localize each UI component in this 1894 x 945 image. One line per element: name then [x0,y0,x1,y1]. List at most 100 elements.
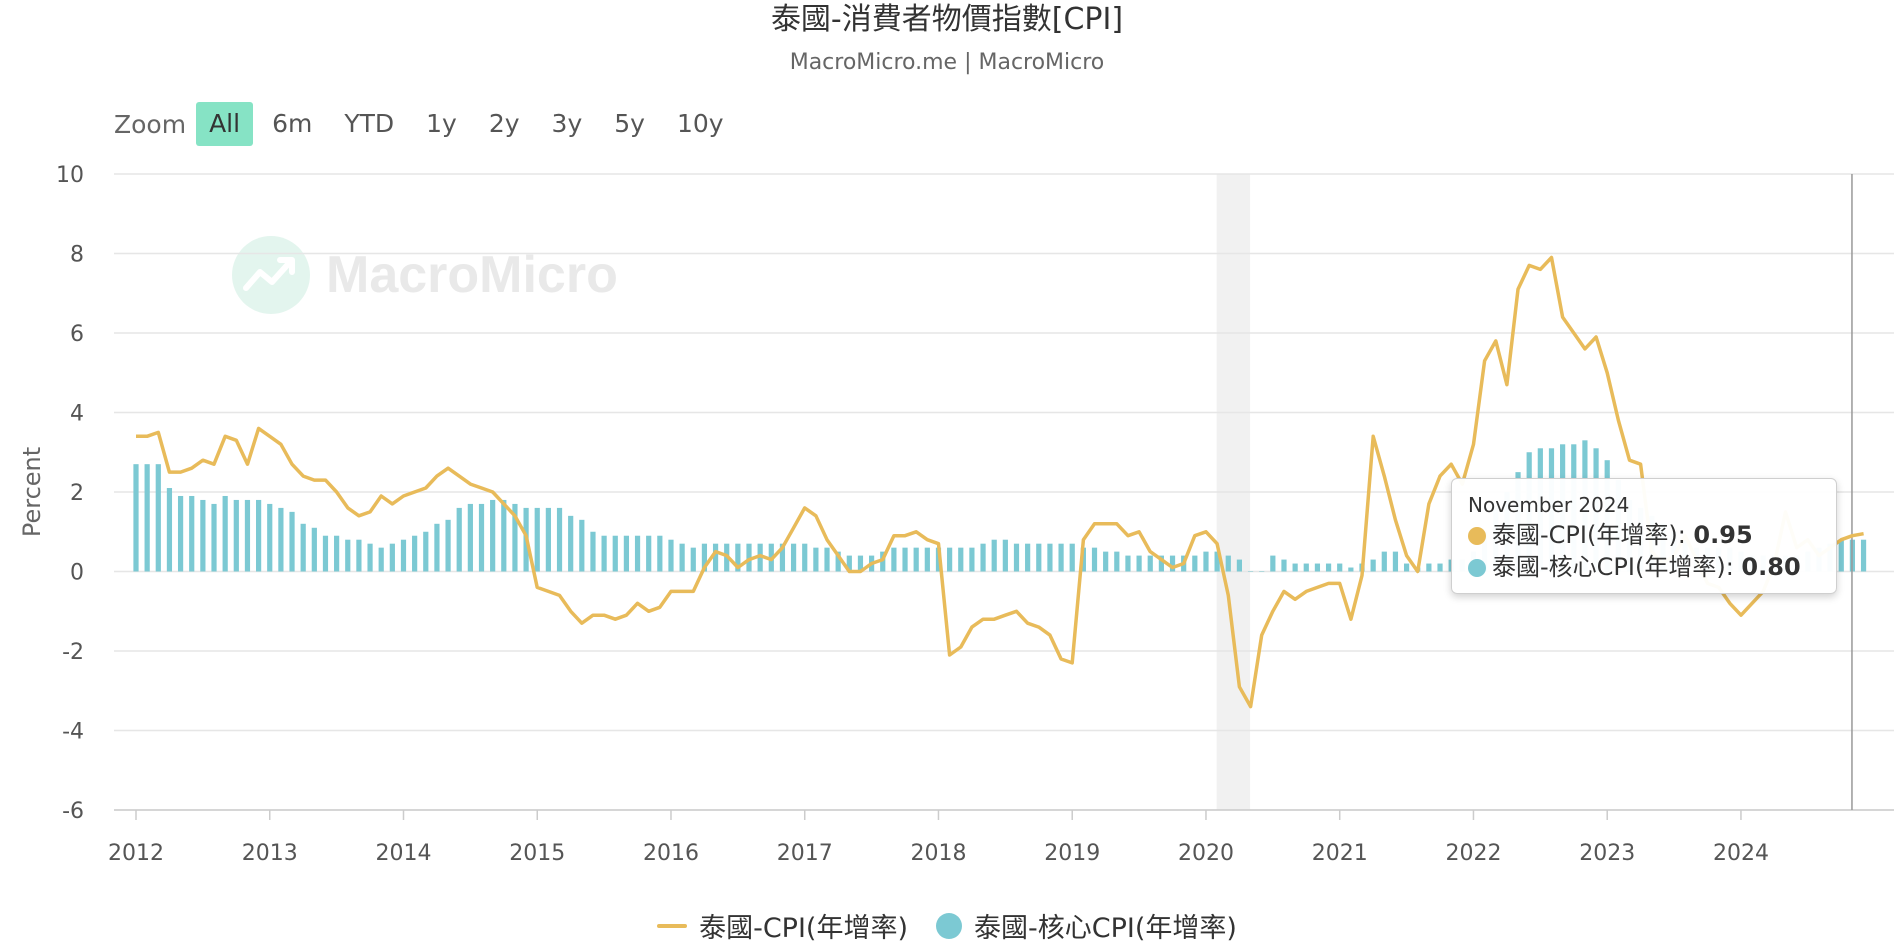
core-cpi-bar [1047,543,1053,572]
core-cpi-bar [735,543,741,572]
core-cpi-bar [155,464,161,572]
x-tick-label: 2013 [242,841,298,866]
core-cpi-bar [1158,555,1164,572]
zoom-button-3y[interactable]: 3y [551,109,583,138]
core-cpi-bar [133,464,139,572]
core-cpi-bar [1270,555,1276,572]
zoom-button-6m[interactable]: 6m [272,109,313,138]
core-cpi-bar [1058,543,1064,572]
cpi-dot-icon [1468,527,1486,545]
core-cpi-bar [880,551,886,572]
core-cpi-bar [824,547,830,572]
core-cpi-bar [690,547,696,572]
y-axis-label: Percent [18,447,46,537]
core-cpi-bar [1025,543,1031,572]
x-tick-label: 2012 [108,841,164,866]
core-cpi-bar [278,507,284,572]
core-cpi-bar [378,547,384,572]
legend-label-cpi: 泰國-CPI(年增率) [699,913,908,944]
core-cpi-bar [300,523,306,572]
zoom-button-5y[interactable]: 5y [614,109,645,138]
tooltip-cpi-value: 0.95 [1693,521,1753,549]
core-cpi-bar [590,531,596,572]
core-cpi-bar [1091,547,1098,572]
core-cpi-bar [1259,571,1265,572]
y-tick-label: -6 [62,799,84,824]
zoom-label: Zoom [114,109,187,139]
core-cpi-bar [1392,551,1399,572]
zoom-button-all[interactable]: All [196,102,254,146]
x-tick-label: 2017 [777,841,833,866]
core-cpi-bar [211,503,217,572]
core-cpi-bar [668,539,674,572]
core-cpi-bar [579,519,585,572]
tooltip-date: November 2024 [1468,493,1630,517]
y-tick-label: -2 [62,640,84,665]
core-cpi-bar [1125,555,1131,572]
y-tick-label: 4 [70,402,84,427]
core-cpi-bar [222,495,228,572]
core-cpi-bar [1080,547,1086,572]
core-cpi-bar [1370,559,1376,572]
core-cpi-bar [478,503,485,572]
core-cpi-bar [913,547,919,572]
watermark-text: MacroMicro [326,246,618,304]
x-tick-label: 2022 [1445,841,1501,866]
core-cpi-bar [356,539,362,572]
core-cpi-bar [1437,563,1443,572]
x-tick-label: 2015 [509,841,565,866]
core-cpi-bar [1236,559,1243,572]
core-cpi-bar [445,519,451,572]
core-cpi-bar [545,507,551,572]
core-cpi-bar [501,499,507,572]
watermark-logo-icon [232,236,310,314]
core-cpi-bar [423,531,429,572]
core-cpi-bar [1013,543,1020,572]
tooltip: November 2024 泰國-CPI(年增率): 0.95 泰國-核心CPI… [1451,478,1837,594]
core-cpi-bar [556,507,563,572]
core-cpi-bar [412,535,418,572]
core-cpi-bar [1214,551,1220,572]
core-cpi-bar [612,535,618,572]
core-cpi-bar [467,503,473,572]
core-cpi-bar [835,551,841,572]
legend-item-cpi[interactable]: 泰國-CPI(年增率) [657,906,908,945]
x-tick-label: 2023 [1579,841,1635,866]
core-cpi-bar [200,499,206,572]
core-cpi-bar [434,523,440,572]
chart-title: 泰國-消費者物價指數[CPI] [770,2,1124,37]
chart-subtitle: MacroMicro.me | MacroMicro [789,50,1105,75]
legend-item-core[interactable]: 泰國-核心CPI(年增率) [936,906,1237,945]
core-cpi-bar [177,495,184,572]
core-cpi-bar [1147,555,1153,572]
tooltip-core-label: 泰國-核心CPI(年增率): [1492,553,1742,581]
core-cpi-bar [1114,551,1120,572]
core-cpi-bar [256,499,262,572]
core-cpi-bar [1247,571,1254,572]
core-cpi-bar [958,547,964,572]
zoom-button-1y[interactable]: 1y [426,109,457,138]
core-cpi-bar [779,543,786,572]
legend-label-core: 泰國-核心CPI(年增率) [974,913,1237,944]
zoom-button-ytd[interactable]: YTD [344,109,395,138]
y-tick-label: 0 [70,561,84,586]
zoom-button-10y[interactable]: 10y [676,109,724,138]
tooltip-core-value: 0.80 [1741,553,1801,581]
zoom-button-2y[interactable]: 2y [488,109,520,138]
core-cpi-bar [857,555,864,572]
core-cpi-bar [1337,563,1343,572]
core-cpi-bar [568,515,574,572]
x-tick-label: 2014 [375,841,431,866]
core-cpi-bar [746,543,752,572]
y-tick-label: 2 [70,481,84,506]
core-cpi-bar [902,547,908,572]
core-cpi-bar [991,539,997,572]
y-tick-label: 10 [56,163,84,188]
y-tick-label: -4 [62,720,84,745]
core-cpi-bar [1403,563,1410,572]
circle-legend-icon [936,912,962,939]
cpi-line [136,255,1864,709]
core-cpi-bar [1169,555,1176,572]
core-cpi-bar [757,543,763,572]
